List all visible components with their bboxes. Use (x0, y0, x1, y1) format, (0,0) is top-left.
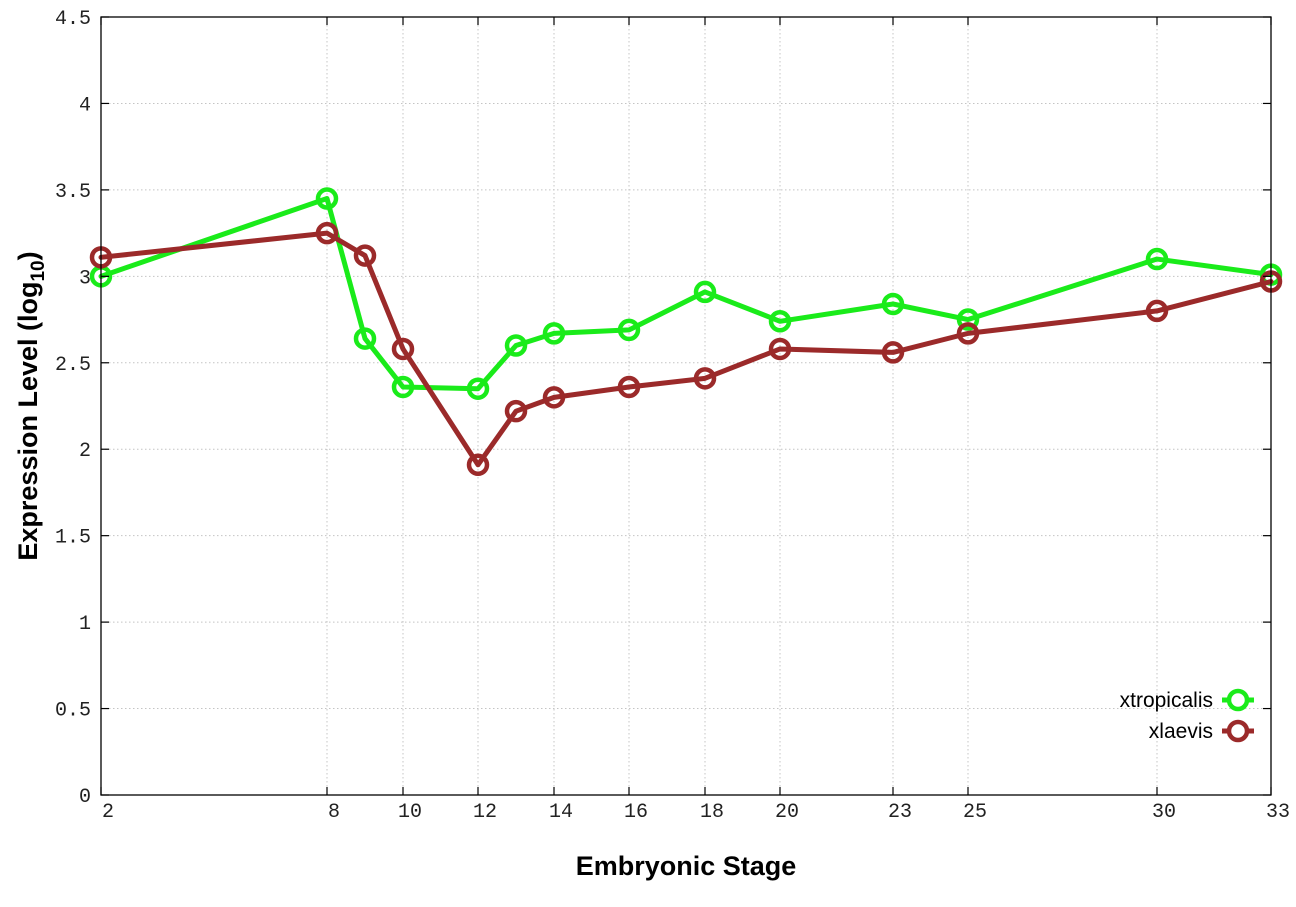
legend-item-xlaevis: xlaevis (1149, 719, 1254, 743)
data-point-xtropicalis (466, 377, 490, 400)
data-point-xlaevis (353, 244, 377, 267)
axis-ticks (100, 16, 1272, 796)
data-point-xlaevis (542, 386, 566, 409)
legend-item-xtropicalis: xtropicalis (1120, 688, 1254, 712)
series-line-xlaevis (98, 230, 1274, 468)
y-tick-label: 4 (79, 94, 91, 117)
data-point-xtropicalis (504, 334, 528, 357)
x-tick-label: 23 (888, 801, 912, 824)
data-point-xtropicalis (315, 187, 339, 210)
x-tick-label: 30 (1152, 801, 1176, 824)
grid (101, 17, 1271, 795)
y-tick-label: 1 (79, 613, 91, 636)
y-axis-title-close: ) (13, 251, 43, 260)
plot-frame (100, 16, 1272, 796)
x-tick-label: 16 (624, 801, 648, 824)
data-point-xtropicalis (1145, 247, 1169, 271)
data-point-xlaevis (956, 322, 980, 345)
x-tick-label: 2 (102, 801, 114, 824)
data-point-xtropicalis (881, 292, 905, 316)
x-tick-label: 25 (963, 801, 987, 824)
y-tick-label: 3.5 (55, 181, 91, 204)
x-tick-label: 10 (398, 801, 422, 824)
legend-swatch-marker (1226, 688, 1250, 712)
y-axis-title-main: Expression Level (log (13, 282, 43, 561)
data-point-xtropicalis (542, 322, 566, 345)
data-point-xlaevis (768, 337, 792, 361)
legend-swatch-marker (1226, 719, 1250, 743)
y-axis-title: Expression Level (log10) (13, 251, 49, 560)
x-tick-label: 14 (549, 801, 573, 824)
legend-label: xlaevis (1149, 720, 1213, 743)
data-point-xlaevis (391, 337, 415, 361)
data-point-xlaevis (466, 453, 490, 477)
data-point-xlaevis (504, 399, 528, 423)
data-point-xtropicalis (693, 280, 717, 304)
legend-label: xtropicalis (1120, 689, 1213, 712)
y-axis-title-subscript: 10 (28, 260, 49, 281)
y-tick-label: 3 (79, 267, 91, 290)
x-tick-label: 20 (775, 801, 799, 824)
legend: xtropicalis xlaevis (1120, 688, 1254, 743)
x-tick-label: 12 (473, 801, 497, 824)
y-tick-label: 2.5 (55, 354, 91, 377)
y-tick-label: 0 (79, 786, 91, 809)
x-tick-label: 33 (1266, 801, 1290, 824)
data-point-xlaevis (693, 367, 717, 390)
y-tick-label: 4.5 (55, 8, 91, 31)
data-point-xlaevis (315, 221, 339, 245)
x-tick-label: 18 (700, 801, 724, 824)
data-point-xlaevis (881, 341, 905, 364)
x-tick-label: 8 (328, 801, 340, 824)
data-point-xtropicalis (768, 310, 792, 333)
data-point-xtropicalis (617, 318, 641, 342)
data-point-xtropicalis (391, 375, 415, 399)
x-axis-title: Embryonic Stage (576, 851, 797, 881)
y-tick-label: 0.5 (55, 700, 91, 723)
data-point-xtropicalis (956, 308, 980, 331)
y-tick-label: 1.5 (55, 527, 91, 550)
data-point-xlaevis (1145, 299, 1169, 323)
data-point-xtropicalis (353, 327, 377, 350)
tick-labels: 0 0.5 1 1.5 2 2.5 3 3.5 4 4.5 2 8 10 12 14 16 18 20 23 25 30… (55, 8, 1290, 824)
data-point-xlaevis (617, 375, 641, 399)
series-xlaevis (89, 221, 1283, 477)
y-tick-label: 2 (79, 440, 91, 463)
